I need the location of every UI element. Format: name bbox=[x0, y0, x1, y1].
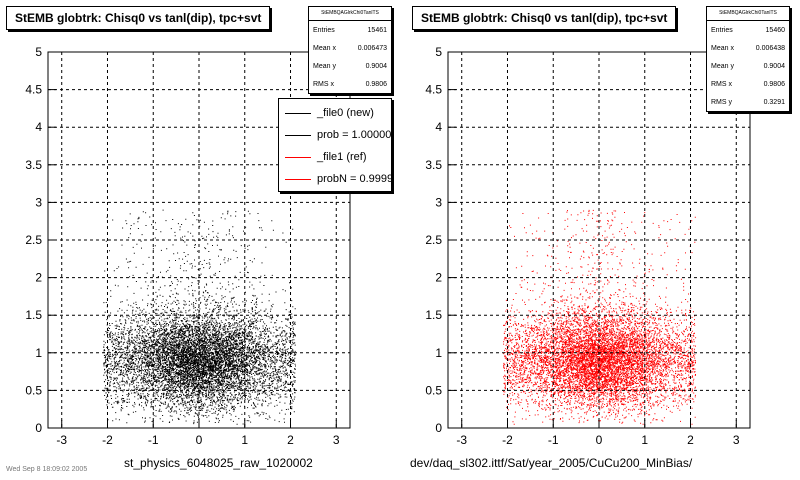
chart-title-left: StEMB globtrk: Chisq0 vs tanl(dip), tpc+… bbox=[6, 6, 271, 30]
y-tick-label: 0 bbox=[35, 421, 42, 435]
scatter-plot-left: -3 -2 -1 0 1 2 3 0 0.5 1 1.5 2 2.5 3 3.5 4 4.5 5 bbox=[25, 45, 351, 447]
x-tick-label: 1 bbox=[641, 433, 648, 447]
stats-row: RMS x 0.9806 bbox=[707, 75, 789, 93]
x-tick-label: 1 bbox=[241, 433, 248, 447]
stats-row: Entries 15461 bbox=[309, 21, 391, 39]
y-tick-label: 3 bbox=[35, 195, 42, 209]
y-tick-label: 1 bbox=[35, 346, 42, 360]
y-tick-label: 1 bbox=[435, 346, 442, 360]
y-tick-label: 3.5 bbox=[425, 158, 442, 172]
y-tick-label: 0 bbox=[435, 421, 442, 435]
legend-swatch bbox=[285, 156, 311, 158]
stats-value: 0.3291 bbox=[763, 98, 785, 106]
stats-label: Entries bbox=[711, 26, 733, 34]
footer-timestamp: Wed Sep 8 18:09:02 2005 bbox=[6, 466, 88, 473]
stats-header: StEMBQAGlrkChi0TanlTS bbox=[309, 7, 391, 21]
stats-label: RMS x bbox=[313, 80, 334, 88]
stats-value: 0.9004 bbox=[763, 62, 785, 70]
scatter-points bbox=[103, 209, 297, 425]
stats-box-right: StEMBQAGlrkChi0TanlTS Entries 15460 Mean x… bbox=[706, 6, 790, 112]
stats-row: RMS y 0.3291 bbox=[707, 93, 789, 111]
legend-swatch bbox=[285, 112, 311, 114]
legend-swatch bbox=[285, 134, 311, 136]
stats-value: 0.9004 bbox=[365, 62, 387, 70]
x-tick-label: -1 bbox=[548, 433, 559, 447]
stats-box-left: StEMBQAGlrkChi0TanlTS Entries 15461 Mean x… bbox=[308, 6, 392, 94]
legend-box: _file0 (new) prob = 1.000000 _file1 (ref) p… bbox=[278, 98, 392, 192]
y-tick-label: 5 bbox=[35, 45, 42, 59]
y-tick-label: 4.5 bbox=[425, 83, 442, 97]
y-tick-label: 2.5 bbox=[425, 233, 442, 247]
x-tick-label: 2 bbox=[287, 433, 294, 447]
stats-label: RMS x bbox=[711, 80, 732, 88]
y-tick-label: 1.5 bbox=[425, 308, 442, 322]
stats-row: Mean y 0.9004 bbox=[309, 57, 391, 75]
legend-label: _file1 (ref) bbox=[317, 151, 367, 163]
legend-label: prob = 1.000000 bbox=[317, 129, 392, 141]
legend-entry: prob = 1.000000 bbox=[285, 125, 392, 145]
x-tick-label: 3 bbox=[733, 433, 740, 447]
stats-value: 0.9806 bbox=[763, 80, 785, 88]
y-tick-label: 2.5 bbox=[25, 233, 42, 247]
stats-label: Mean x bbox=[313, 44, 336, 52]
legend-entry: _file1 (ref) bbox=[285, 147, 367, 167]
legend-label: probN = 0.999999 bbox=[317, 173, 392, 185]
x-axis-label-left: st_physics_6048025_raw_1020002 bbox=[124, 456, 313, 470]
x-tick-label: 3 bbox=[333, 433, 340, 447]
stats-label: Mean y bbox=[711, 62, 734, 70]
x-tick-label: -3 bbox=[56, 433, 67, 447]
x-tick-label: -2 bbox=[502, 433, 513, 447]
y-tick-label: 3.5 bbox=[25, 158, 42, 172]
stats-row: Entries 15460 bbox=[707, 21, 789, 39]
y-tick-label: 4 bbox=[435, 120, 442, 134]
y-tick-label: 2 bbox=[35, 271, 42, 285]
stats-row: Mean x 0.006438 bbox=[707, 39, 789, 57]
y-tick-label: 0.5 bbox=[25, 383, 42, 397]
legend-entry: probN = 0.999999 bbox=[285, 169, 392, 189]
chart-title-right: StEMB globtrk: Chisq0 vs tanl(dip), tpc+… bbox=[412, 6, 677, 30]
y-tick-label: 2 bbox=[435, 271, 442, 285]
stats-label: Mean x bbox=[711, 44, 734, 52]
stats-row: Mean x 0.006473 bbox=[309, 39, 391, 57]
stats-value: 0.9806 bbox=[365, 80, 387, 88]
scatter-plot-right: -3 -2 -1 0 1 2 3 0 0.5 1 1.5 2 2.5 3 3.5 4 4.5 5 bbox=[425, 45, 751, 447]
x-tick-label: 0 bbox=[196, 433, 203, 447]
legend-swatch bbox=[285, 178, 311, 180]
legend-entry: _file0 (new) bbox=[285, 103, 374, 123]
x-axis-label-right: dev/daq_sl302.ittf/Sat/year_2005/CuCu200… bbox=[410, 456, 693, 470]
y-tick-label: 0.5 bbox=[425, 383, 442, 397]
stats-label: Entries bbox=[313, 26, 335, 34]
x-tick-label: 0 bbox=[596, 433, 603, 447]
right-panel: -3 -2 -1 0 1 2 3 0 0.5 1 1.5 2 2.5 3 3.5 4 4.5 5 StEMB gl… bbox=[400, 0, 800, 480]
stats-header: StEMBQAGlrkChi0TanlTS bbox=[707, 7, 789, 21]
stats-row: RMS x 0.9806 bbox=[309, 75, 391, 93]
y-tick-label: 3 bbox=[435, 195, 442, 209]
stats-value: 0.006438 bbox=[755, 44, 785, 52]
stats-value: 15461 bbox=[367, 26, 387, 34]
x-tick-label: -2 bbox=[102, 433, 113, 447]
y-tick-label: 1.5 bbox=[25, 308, 42, 322]
stats-row: Mean y 0.9004 bbox=[707, 57, 789, 75]
x-tick-label: 2 bbox=[687, 433, 694, 447]
y-tick-label: 4.5 bbox=[25, 83, 42, 97]
stats-value: 15460 bbox=[765, 26, 785, 34]
x-tick-label: -3 bbox=[456, 433, 467, 447]
y-tick-label: 4 bbox=[35, 120, 42, 134]
legend-label: _file0 (new) bbox=[317, 107, 374, 119]
x-tick-label: -1 bbox=[148, 433, 159, 447]
scatter-points bbox=[503, 209, 697, 425]
stats-value: 0.006473 bbox=[357, 44, 387, 52]
stats-label: RMS y bbox=[711, 98, 732, 106]
left-panel: -3 -2 -1 0 1 2 3 0 0.5 1 1.5 2 2.5 3 3.5 4 4.5 5 StEMB gl… bbox=[6, 6, 392, 470]
stats-label: Mean y bbox=[313, 62, 336, 70]
y-tick-label: 5 bbox=[435, 45, 442, 59]
